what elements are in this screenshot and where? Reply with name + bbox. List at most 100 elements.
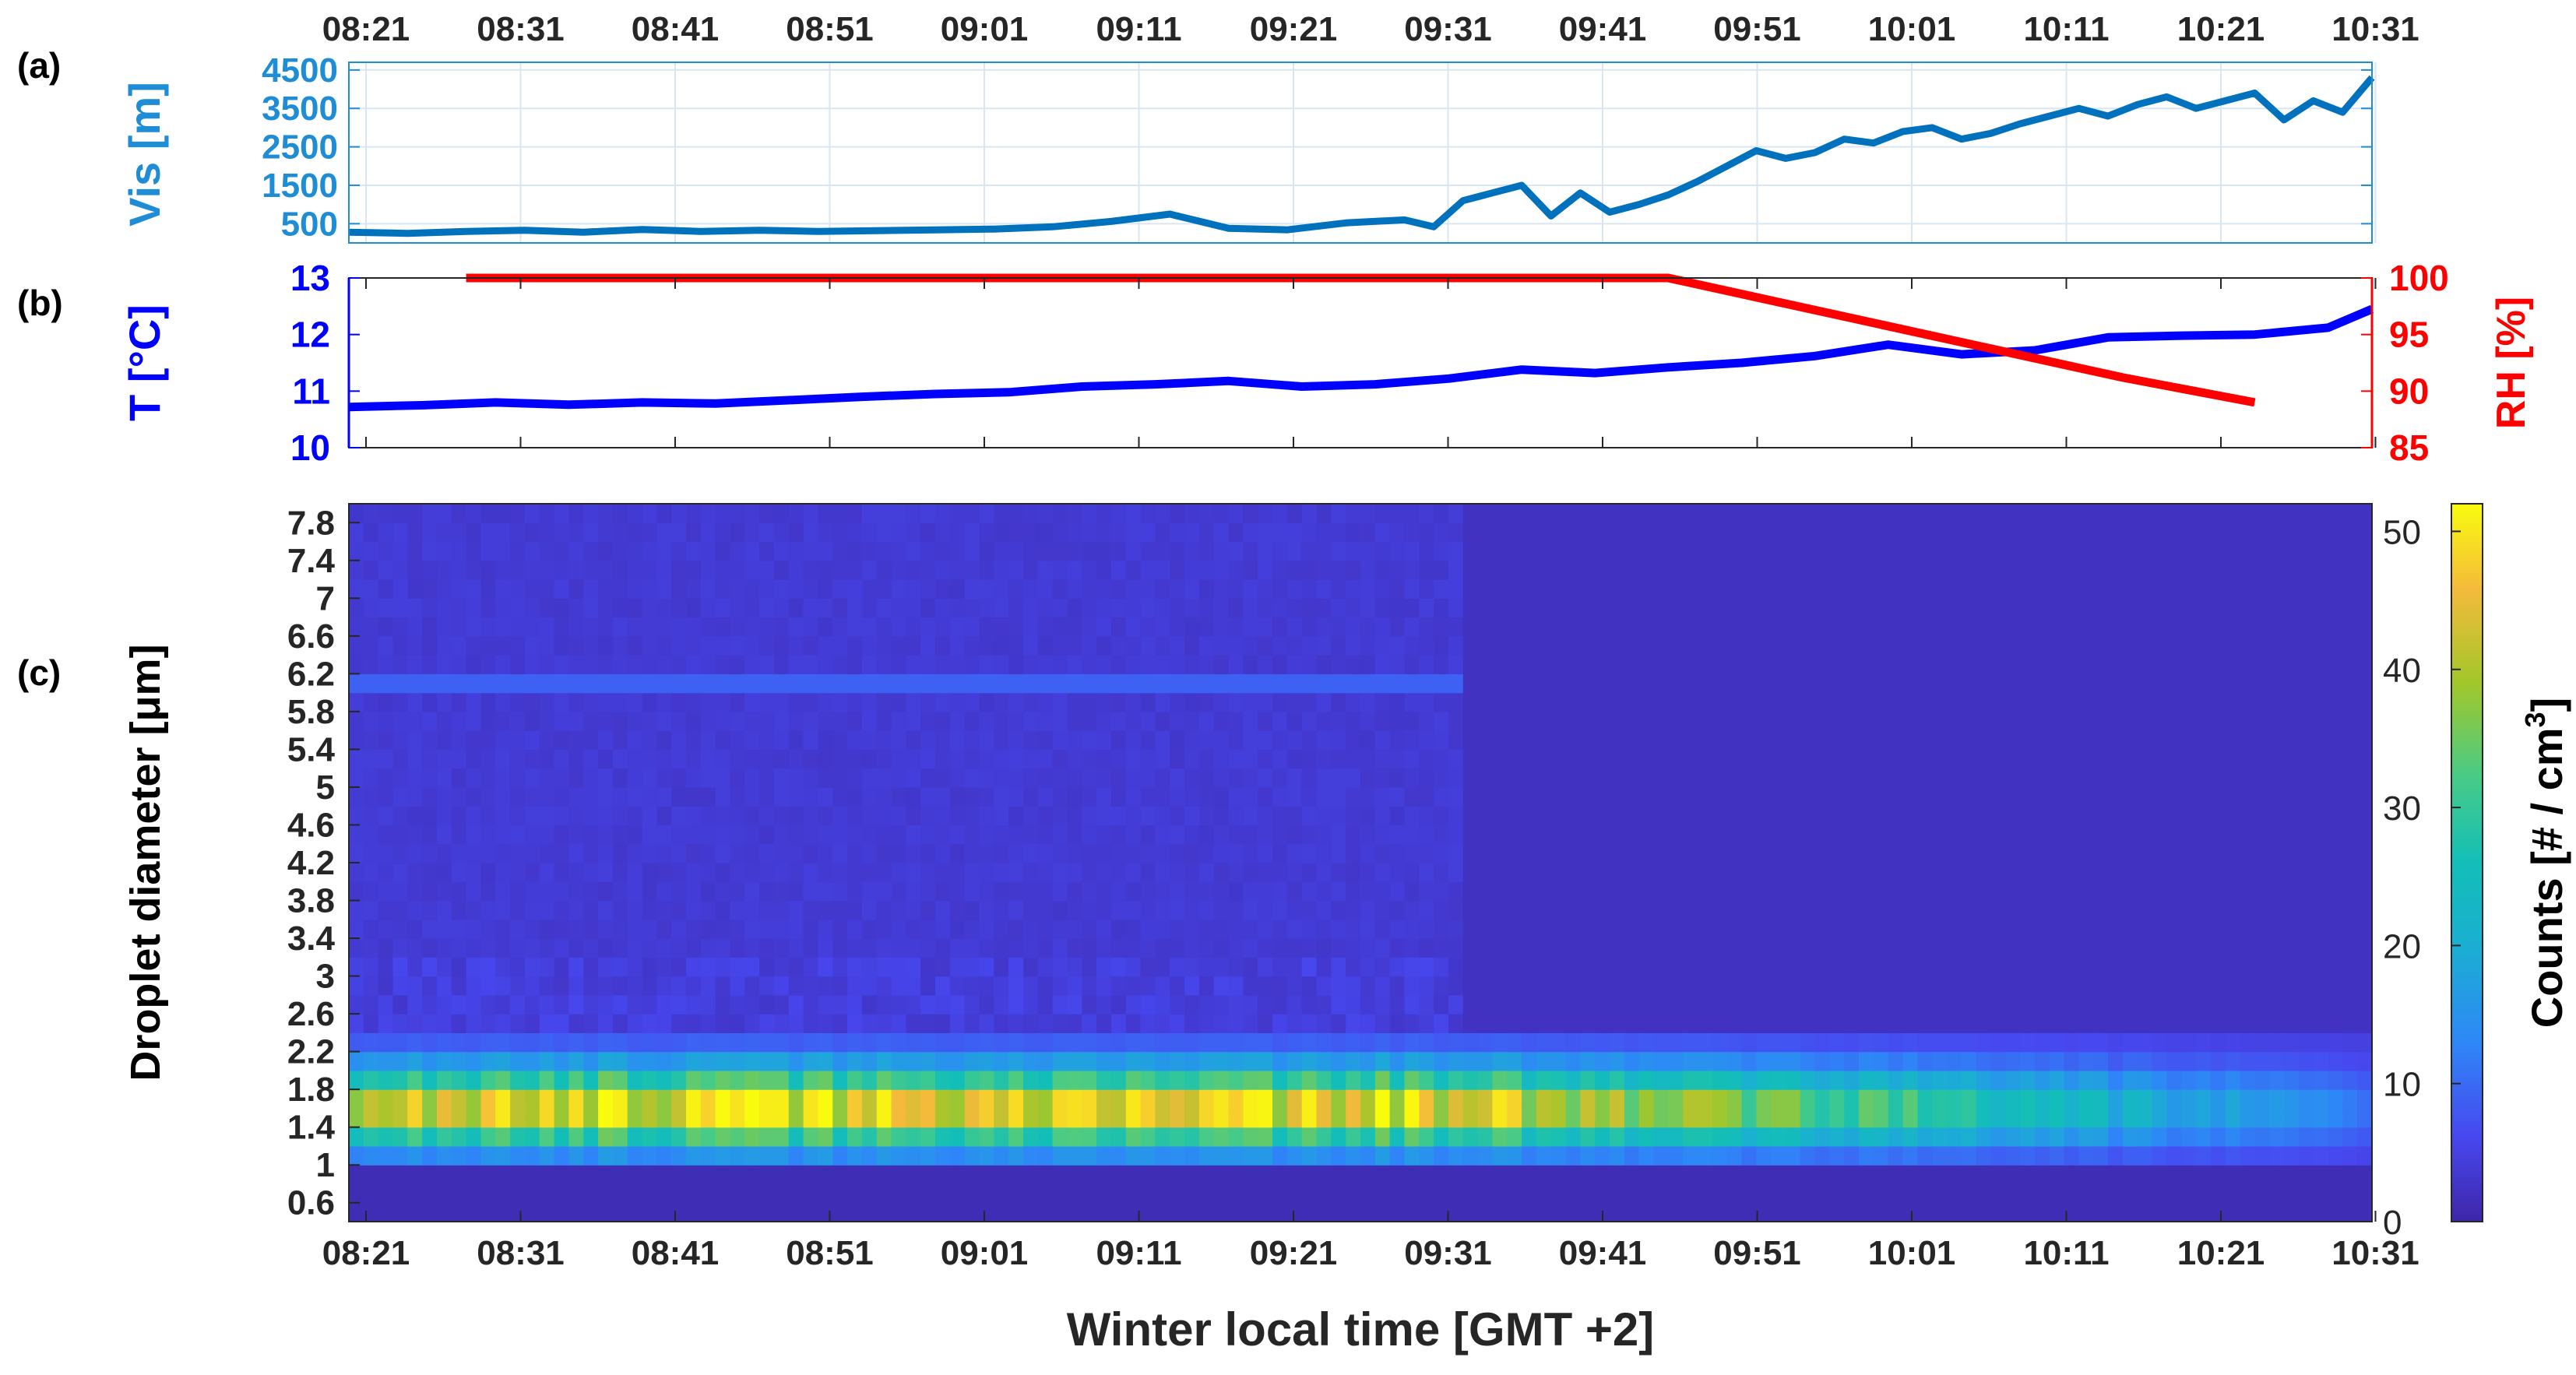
heatmap-cell	[612, 635, 628, 656]
heatmap-cell	[656, 1108, 672, 1128]
heatmap-cell	[1170, 1108, 1185, 1128]
heatmap-cell	[1082, 843, 1097, 863]
heatmap-cell	[730, 1032, 745, 1053]
heatmap-cell	[1023, 730, 1039, 751]
heatmap-cell	[2078, 1202, 2094, 1222]
heatmap-cell	[1110, 1051, 1127, 1071]
heatmap-cell	[510, 1202, 526, 1222]
heatmap-cell	[1462, 825, 1479, 845]
heatmap-cell	[1125, 1014, 1142, 1033]
heatmap-cell	[1859, 786, 1874, 807]
rh-y-tick-label: 90	[2389, 371, 2429, 411]
heatmap-cell	[1653, 1183, 1669, 1204]
heatmap-cell	[583, 1127, 599, 1147]
heatmap-cell	[1331, 579, 1346, 599]
heatmap-cell	[1961, 579, 1977, 599]
heatmap-cell	[861, 1089, 878, 1109]
heatmap-cell	[1683, 522, 1698, 543]
heatmap-cell	[700, 825, 716, 845]
heatmap-cell	[2035, 579, 2050, 599]
heatmap-cell	[1082, 1183, 1097, 1204]
heatmap-cell	[1961, 522, 1977, 543]
heatmap-cell	[378, 863, 394, 882]
heatmap-cell	[480, 919, 496, 939]
heatmap-cell	[539, 994, 555, 1015]
heatmap-cell	[832, 1145, 848, 1166]
heatmap-cell	[1346, 1108, 1361, 1128]
heatmap-cell	[656, 635, 672, 656]
heatmap-cell	[2181, 1032, 2197, 1053]
heatmap-cell	[1213, 994, 1230, 1015]
heatmap-cell	[1008, 522, 1024, 543]
heatmap-cell	[510, 1127, 526, 1147]
heatmap-cell	[1477, 825, 1494, 845]
heatmap-cell	[730, 617, 745, 637]
heatmap-cell	[1272, 692, 1288, 712]
heatmap-cell	[803, 560, 819, 580]
heatmap-cell	[1595, 635, 1610, 656]
heatmap-cell	[1595, 579, 1610, 599]
heatmap-cell	[524, 1014, 540, 1033]
heatmap-cell	[949, 806, 966, 826]
heatmap-cell	[803, 711, 819, 731]
heatmap-cell	[2064, 655, 2080, 674]
heatmap-cell	[730, 1051, 745, 1071]
heatmap-cell	[832, 1014, 848, 1033]
heatmap-cell	[1492, 957, 1508, 977]
heatmap-cell	[1125, 919, 1142, 939]
heatmap-cell	[1096, 881, 1112, 902]
heatmap-cell	[1037, 957, 1054, 977]
heatmap-cell	[2225, 1127, 2241, 1147]
heatmap-cell	[1477, 1127, 1494, 1147]
heatmap-cell	[524, 825, 540, 845]
heatmap-cell	[788, 1070, 804, 1090]
heatmap-cell	[642, 1032, 657, 1053]
heatmap-cell	[1814, 504, 1831, 523]
heatmap-cell	[861, 1014, 878, 1033]
heatmap-cell	[407, 579, 423, 599]
heatmap-cell	[466, 1032, 482, 1053]
heatmap-cell	[407, 863, 423, 882]
heatmap-cell	[1947, 504, 1962, 523]
heatmap-cell	[1902, 504, 1918, 523]
heatmap-cell	[803, 919, 819, 939]
heatmap-cell	[906, 919, 921, 939]
heatmap-cell	[1110, 1183, 1127, 1204]
heatmap-cell	[773, 1089, 790, 1109]
heatmap-cell	[1170, 1127, 1185, 1147]
heatmap-cell	[730, 711, 745, 731]
heatmap-cell	[1683, 919, 1698, 939]
heatmap-cell	[1331, 598, 1346, 618]
heatmap-cell	[832, 1183, 848, 1204]
heatmap-cell	[349, 749, 364, 769]
heatmap-cell	[1565, 541, 1581, 561]
heatmap-cell	[1844, 1108, 1860, 1128]
heatmap-cell	[700, 579, 716, 599]
heatmap-cell	[1492, 1014, 1508, 1033]
heatmap-cell	[378, 806, 394, 826]
heatmap-cell	[832, 843, 848, 863]
heatmap-cell	[1331, 976, 1346, 996]
heatmap-cell	[1272, 1145, 1288, 1166]
heatmap-cell	[1110, 1014, 1127, 1033]
heatmap-cell	[1990, 730, 2006, 751]
heatmap-cell	[671, 1108, 687, 1128]
heatmap-cell	[1668, 1165, 1684, 1185]
heatmap-cell	[480, 1127, 496, 1147]
heatmap-cell	[422, 655, 438, 674]
top-time-tick-label: 09:51	[1713, 10, 1801, 48]
heatmap-cell	[1286, 1051, 1303, 1071]
heatmap-cell	[1624, 749, 1640, 769]
heatmap-cell	[1008, 1165, 1024, 1185]
heatmap-cell	[1052, 749, 1068, 769]
heatmap-cell	[1712, 692, 1728, 712]
heatmap-cell	[1228, 1165, 1244, 1185]
heatmap-cell	[1301, 825, 1318, 845]
heatmap-cell	[1228, 957, 1244, 977]
heatmap-cell	[1726, 768, 1743, 788]
heatmap-cell	[1653, 579, 1669, 599]
heatmap-cell	[480, 957, 496, 977]
heatmap-cell	[964, 541, 980, 561]
heatmap-cell	[1610, 655, 1625, 674]
heatmap-cell	[847, 1014, 863, 1033]
